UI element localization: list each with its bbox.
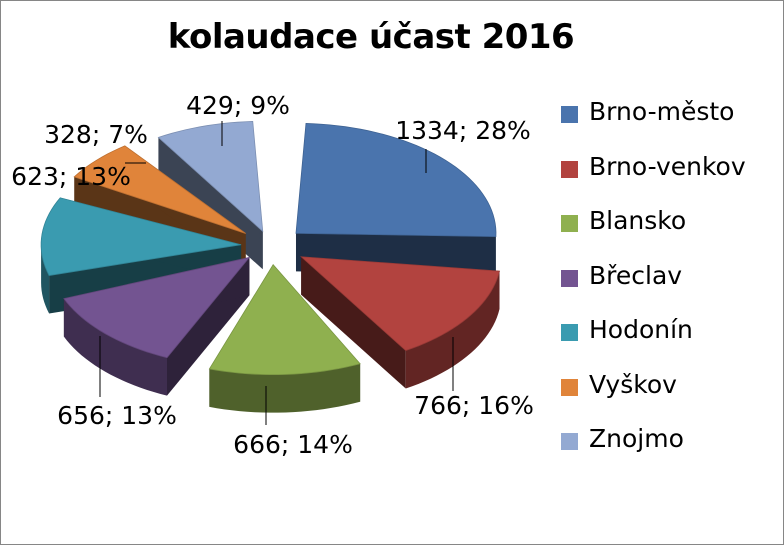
legend-label-vyskov: Vyškov — [589, 370, 677, 399]
data-label-brno-venkov: 766; 16% — [414, 391, 534, 420]
legend-swatch-znojmo — [561, 433, 578, 450]
legend-label-blansko: Blansko — [589, 206, 686, 235]
legend-label-breclav: Břeclav — [589, 261, 682, 290]
legend-swatch-breclav — [561, 270, 578, 287]
data-label-hodonin: 623; 13% — [11, 162, 131, 191]
legend-swatch-blansko — [561, 215, 578, 232]
legend-swatch-hodonin — [561, 324, 578, 341]
legend-label-brno-venkov: Brno-venkov — [589, 152, 746, 181]
data-label-breclav: 656; 13% — [57, 401, 177, 430]
legend-swatch-brno-venkov — [561, 161, 578, 178]
data-label-znojmo: 429; 9% — [186, 91, 290, 120]
legend-label-znojmo: Znojmo — [589, 424, 684, 453]
data-label-vyskov: 328; 7% — [44, 120, 148, 149]
legend-label-brno-mesto: Brno-město — [589, 97, 734, 126]
data-label-brno-mesto: 1334; 28% — [395, 116, 531, 145]
slice-brno-mesto — [296, 123, 496, 274]
legend-swatch-brno-mesto — [561, 106, 578, 123]
legend-label-hodonin: Hodonín — [589, 315, 693, 344]
legend-swatch-vyskov — [561, 379, 578, 396]
data-label-blansko: 666; 14% — [233, 430, 353, 459]
